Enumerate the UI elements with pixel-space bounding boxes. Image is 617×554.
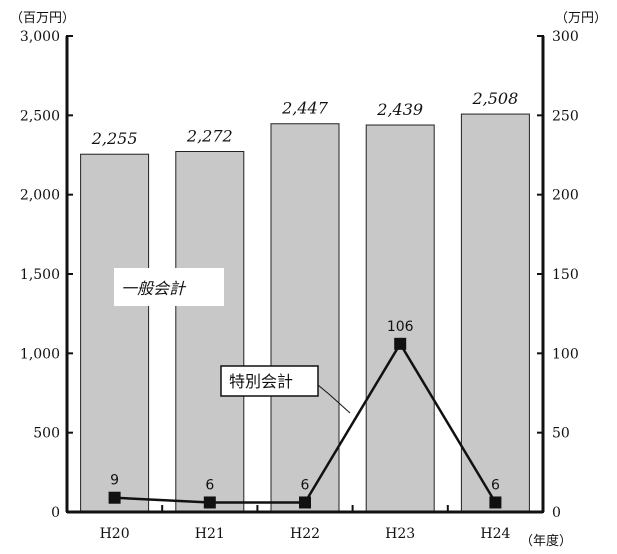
special-account-point-h21 [203, 496, 216, 509]
special-account-callout-text: 特別会計 [229, 372, 293, 391]
x-tick-label-h21: H21 [195, 526, 225, 542]
right-tick-label-0: 0 [552, 505, 561, 521]
special-account-value-label-h21: 6 [205, 477, 214, 493]
bar-h24 [460, 113, 530, 513]
special-account-value-label-h22: 6 [301, 477, 310, 493]
x-tick-label-h23: H23 [385, 526, 415, 542]
special-account-callout-box [220, 365, 319, 397]
right-tick-label-50: 50 [552, 426, 570, 442]
special-account-point-h22 [299, 496, 311, 509]
bar-h21 [175, 151, 245, 513]
bar-value-label-h22: 2,447 [281, 99, 329, 118]
x-tick-label-h22: H22 [290, 526, 320, 542]
general-account-callout-text: 一般会計 [121, 279, 187, 298]
special-account-value-label-h24: 6 [491, 477, 500, 493]
bars-layer [80, 113, 530, 513]
labels-layer: 2,255 2,272 2,447 2,439 2,508 9 6 6 106 6 [91, 89, 519, 493]
x-axis-unit: （年度） [520, 533, 572, 549]
left-tick-label-2500: 2,500 [20, 108, 60, 124]
left-axis-unit: （百万円） [10, 11, 75, 26]
right-tick-label-100: 100 [552, 346, 579, 362]
bar-h20 [80, 153, 150, 513]
special-account-point-h23 [394, 337, 407, 350]
right-axis-unit: （万円） [555, 11, 607, 26]
right-tick-label-200: 200 [552, 188, 579, 204]
right-tick-label-250: 250 [552, 108, 579, 124]
left-tick-label-1500: 1,500 [20, 267, 60, 283]
special-account-value-label-h20: 9 [110, 473, 119, 489]
bar-value-label-h20: 2,255 [91, 129, 138, 148]
x-tick-label-h24: H24 [480, 526, 510, 542]
bar-h23 [365, 124, 435, 513]
x-tick-label-h20: H20 [100, 526, 130, 542]
bar-h22 [270, 123, 340, 513]
bar-value-label-h23: 2,439 [376, 100, 423, 119]
bar-value-label-h24: 2,508 [471, 89, 518, 108]
special-account-point-h24 [489, 496, 502, 509]
right-tick-label-150: 150 [552, 267, 579, 283]
right-tick-label-300: 300 [552, 29, 579, 45]
axes-layer: 0 500 1,000 1,500 2,000 2,500 3,000 0 50 100 150 20… [20, 29, 579, 542]
special-account-callout-leader [317, 384, 351, 414]
left-tick-label-500: 500 [33, 426, 60, 442]
left-tick-label-3000: 3,000 [20, 29, 60, 45]
left-tick-label-0: 0 [51, 505, 60, 521]
line-layer [108, 337, 502, 509]
general-account-callout: 一般会計 [114, 268, 224, 306]
left-tick-label-1000: 1,000 [20, 346, 60, 362]
general-account-callout-box [114, 268, 224, 306]
special-account-callout: 特別会計 [220, 365, 351, 414]
special-account-value-label-h23: 106 [387, 319, 414, 335]
left-tick-label-2000: 2,000 [20, 188, 60, 204]
special-account-point-h20 [108, 491, 121, 504]
bar-value-label-h21: 2,272 [186, 127, 233, 146]
